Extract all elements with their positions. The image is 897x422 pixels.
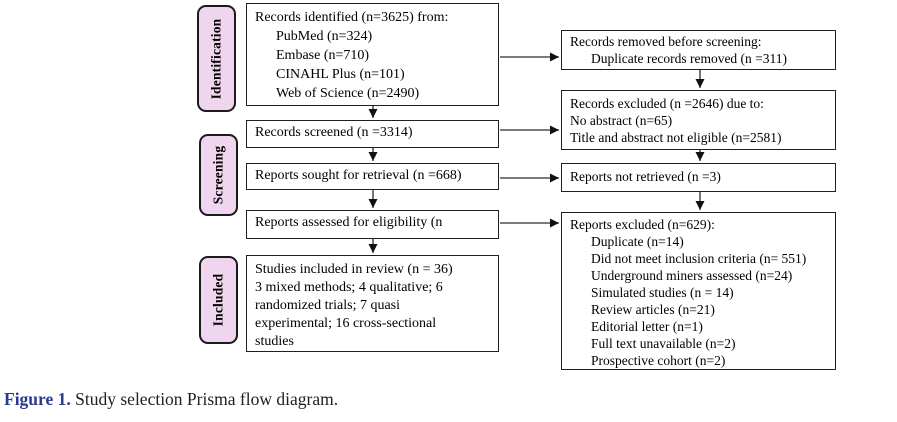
box-line: experimental; 16 cross-sectional <box>255 316 437 331</box>
box-line: Did not meet inclusion criteria (n= 551) <box>591 251 807 266</box>
stage-label-identification: Identification <box>197 5 236 112</box>
box-line: No abstract (n=65) <box>570 113 673 128</box>
box-records-excluded: Records excluded (n =2646) due to: No ab… <box>561 90 836 150</box>
box-records-removed: Records removed before screening: Duplic… <box>561 30 836 70</box>
box-records-screened: Records screened (n =3314) <box>246 120 499 148</box>
box-reports-assessed: Reports assessed for eligibility (n <box>246 210 499 239</box>
box-line: PubMed (n=324) <box>276 29 373 44</box>
box-line: Studies included in review (n = 36) <box>255 262 453 277</box>
box-line: Records identified (n=3625) from: <box>255 10 449 25</box>
box-records-identified: Records identified (n=3625) from: PubMed… <box>246 3 499 106</box>
box-line: Editorial letter (n=1) <box>591 319 703 334</box>
box-line: Reports assessed for eligibility (n <box>255 215 443 230</box>
box-line: Duplicate records removed (n =311) <box>591 51 788 66</box>
box-line: Reports sought for retrieval (n =668) <box>255 168 462 183</box>
box-reports-excluded: Reports excluded (n=629): Duplicate (n=1… <box>561 212 836 370</box>
stage-label-identification-text: Identification <box>208 18 224 99</box>
box-line: Duplicate (n=14) <box>591 234 684 249</box>
box-line: Records excluded (n =2646) due to: <box>570 96 764 111</box>
box-line: Records screened (n =3314) <box>255 125 413 140</box>
box-line: Reports not retrieved (n =3) <box>570 169 721 184</box>
box-line: Web of Science (n=2490) <box>276 86 420 101</box>
box-line: Records removed before screening: <box>570 34 762 49</box>
box-line: Full text unavailable (n=2) <box>591 336 736 351</box>
box-line: Title and abstract not eligible (n=2581) <box>570 130 782 145</box>
figure-caption: Figure 1. Study selection Prisma flow di… <box>4 388 338 410</box>
box-line: Underground miners assessed (n=24) <box>591 268 793 283</box>
box-line: Embase (n=710) <box>276 48 370 63</box>
box-line: studies <box>255 334 294 349</box>
box-line: Simulated studies (n = 14) <box>591 285 734 300</box>
figure-caption-text: Study selection Prisma flow diagram. <box>70 389 339 409</box>
figure-caption-label: Figure 1. <box>4 389 71 409</box>
box-line: Review articles (n=21) <box>591 302 715 317</box>
box-reports-sought: Reports sought for retrieval (n =668) <box>246 163 499 190</box>
stage-label-screening-text: Screening <box>210 145 226 205</box>
stage-label-included-text: Included <box>210 273 226 327</box>
box-line: Prospective cohort (n=2) <box>591 353 726 368</box>
box-line: CINAHL Plus (n=101) <box>276 67 405 82</box>
box-studies-included: Studies included in review (n = 36) 3 mi… <box>246 255 499 352</box>
box-line: Reports excluded (n=629): <box>570 217 715 232</box>
stage-label-included: Included <box>199 256 238 344</box>
box-line: randomized trials; 7 quasi <box>255 298 401 313</box>
box-reports-not-retrieved: Reports not retrieved (n =3) <box>561 163 836 192</box>
box-line: 3 mixed methods; 4 qualitative; 6 <box>255 280 443 295</box>
stage-label-screening: Screening <box>199 134 238 216</box>
